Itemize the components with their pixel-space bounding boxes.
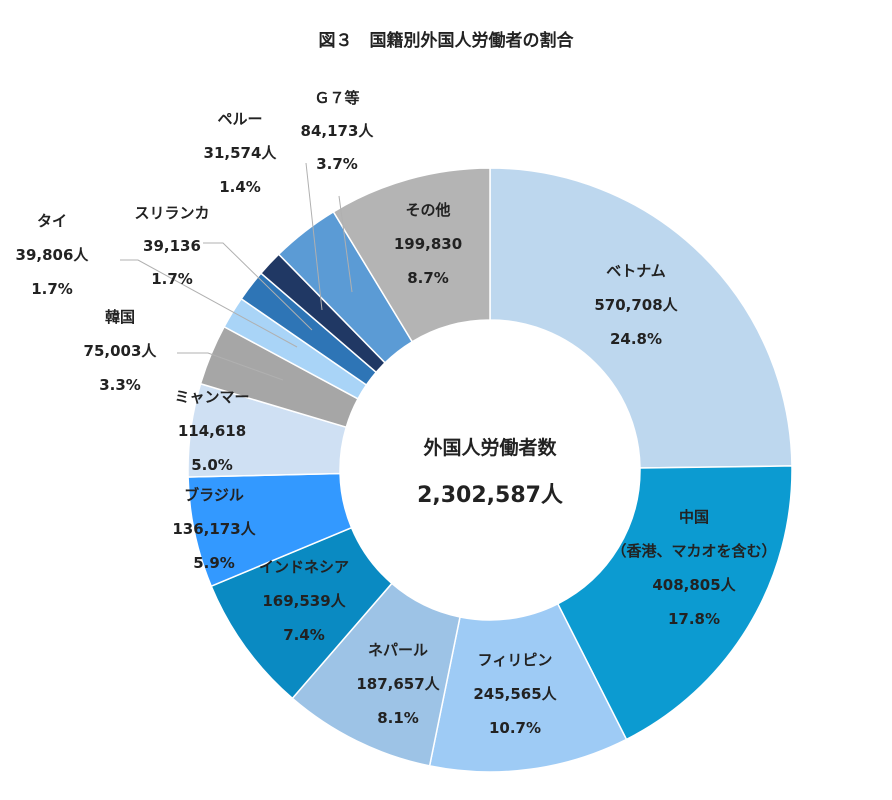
leader-line [177, 352, 284, 381]
slice-label-percent-label: 8.7% [407, 269, 449, 287]
slice-label-percent-label: 7.4% [283, 626, 325, 644]
slice-label-percent-label: 5.9% [193, 554, 235, 572]
slice-label-count-label: 199,830 [394, 235, 462, 253]
slice-label-count-label: 39,806人 [16, 246, 90, 264]
slice-label-name: インドネシア [259, 558, 349, 576]
slice-label-count-label: 187,657人 [356, 675, 440, 693]
slice-2 [556, 465, 793, 741]
slice-label-count-label: 39,136 [143, 237, 201, 255]
slice-label-name: 中国 [679, 508, 709, 526]
slice-13 [332, 167, 491, 343]
slice-label-name: ベトナム [606, 262, 666, 280]
slice-label-count-label: 245,565人 [473, 685, 557, 703]
slice-label-name: Ｇ７等 [314, 89, 359, 107]
chart-title: 図３ 国籍別外国人労働者の割合 [319, 30, 575, 51]
slice-label-percent-label: 17.8% [668, 610, 720, 628]
leader-line [120, 259, 298, 348]
slice-label-percent-label: 24.8% [610, 330, 662, 348]
slice-label-name: フィリピン [478, 651, 553, 669]
leader-line [203, 242, 313, 331]
leader-line [305, 162, 323, 311]
slices-group [187, 167, 793, 773]
center-label: 外国人労働者数 [423, 436, 557, 459]
slice-label-name: ペルー [217, 110, 262, 128]
slice-label-name: ミャンマー [174, 388, 249, 406]
slice-label-count-label: 169,539人 [262, 592, 346, 610]
slice-label-name: その他 [405, 201, 450, 219]
slice-label-count-label: 114,618 [178, 422, 246, 440]
leader-lines [120, 162, 353, 381]
slice-label-name: タイ [37, 212, 67, 230]
slice-label-count-label: 408,805人 [652, 576, 736, 594]
slice-label-name: 韓国 [105, 308, 135, 326]
slice-label-name: スリランカ [134, 204, 209, 222]
slice-label-name: ブラジル [184, 486, 244, 504]
slice-label-percent-label: 3.3% [99, 376, 141, 394]
slice-label-percent-label: 5.0% [191, 456, 233, 474]
slice-label-name2: （香港、マカオを含む） [611, 542, 776, 560]
slice-1 [489, 167, 793, 469]
slice-label-name: ネパール [368, 641, 428, 659]
slice-label-percent-label: 10.7% [489, 719, 541, 737]
slice-label-count-label: 570,708人 [594, 296, 678, 314]
slice-label-percent-label: 8.1% [377, 709, 419, 727]
slice-label-count-label: 84,173人 [301, 122, 375, 140]
slice-label-percent-label: 1.7% [31, 280, 73, 298]
slice-label-count-label: 75,003人 [84, 342, 158, 360]
slice-label-percent-label: 1.7% [151, 270, 193, 288]
slice-label-count-label: 31,574人 [204, 144, 278, 162]
slice-label-percent-label: 3.7% [316, 155, 358, 173]
center-total: 2,302,587人 [417, 483, 563, 508]
leader-line [338, 195, 353, 293]
slice-labels: ベトナム 570,708人 24.8% 中国 （香港、マカオを含む） 408,805人 17… [16, 89, 777, 737]
slice-label-count-label: 136,173人 [172, 520, 256, 538]
slice-label-percent-label: 1.4% [219, 178, 261, 196]
